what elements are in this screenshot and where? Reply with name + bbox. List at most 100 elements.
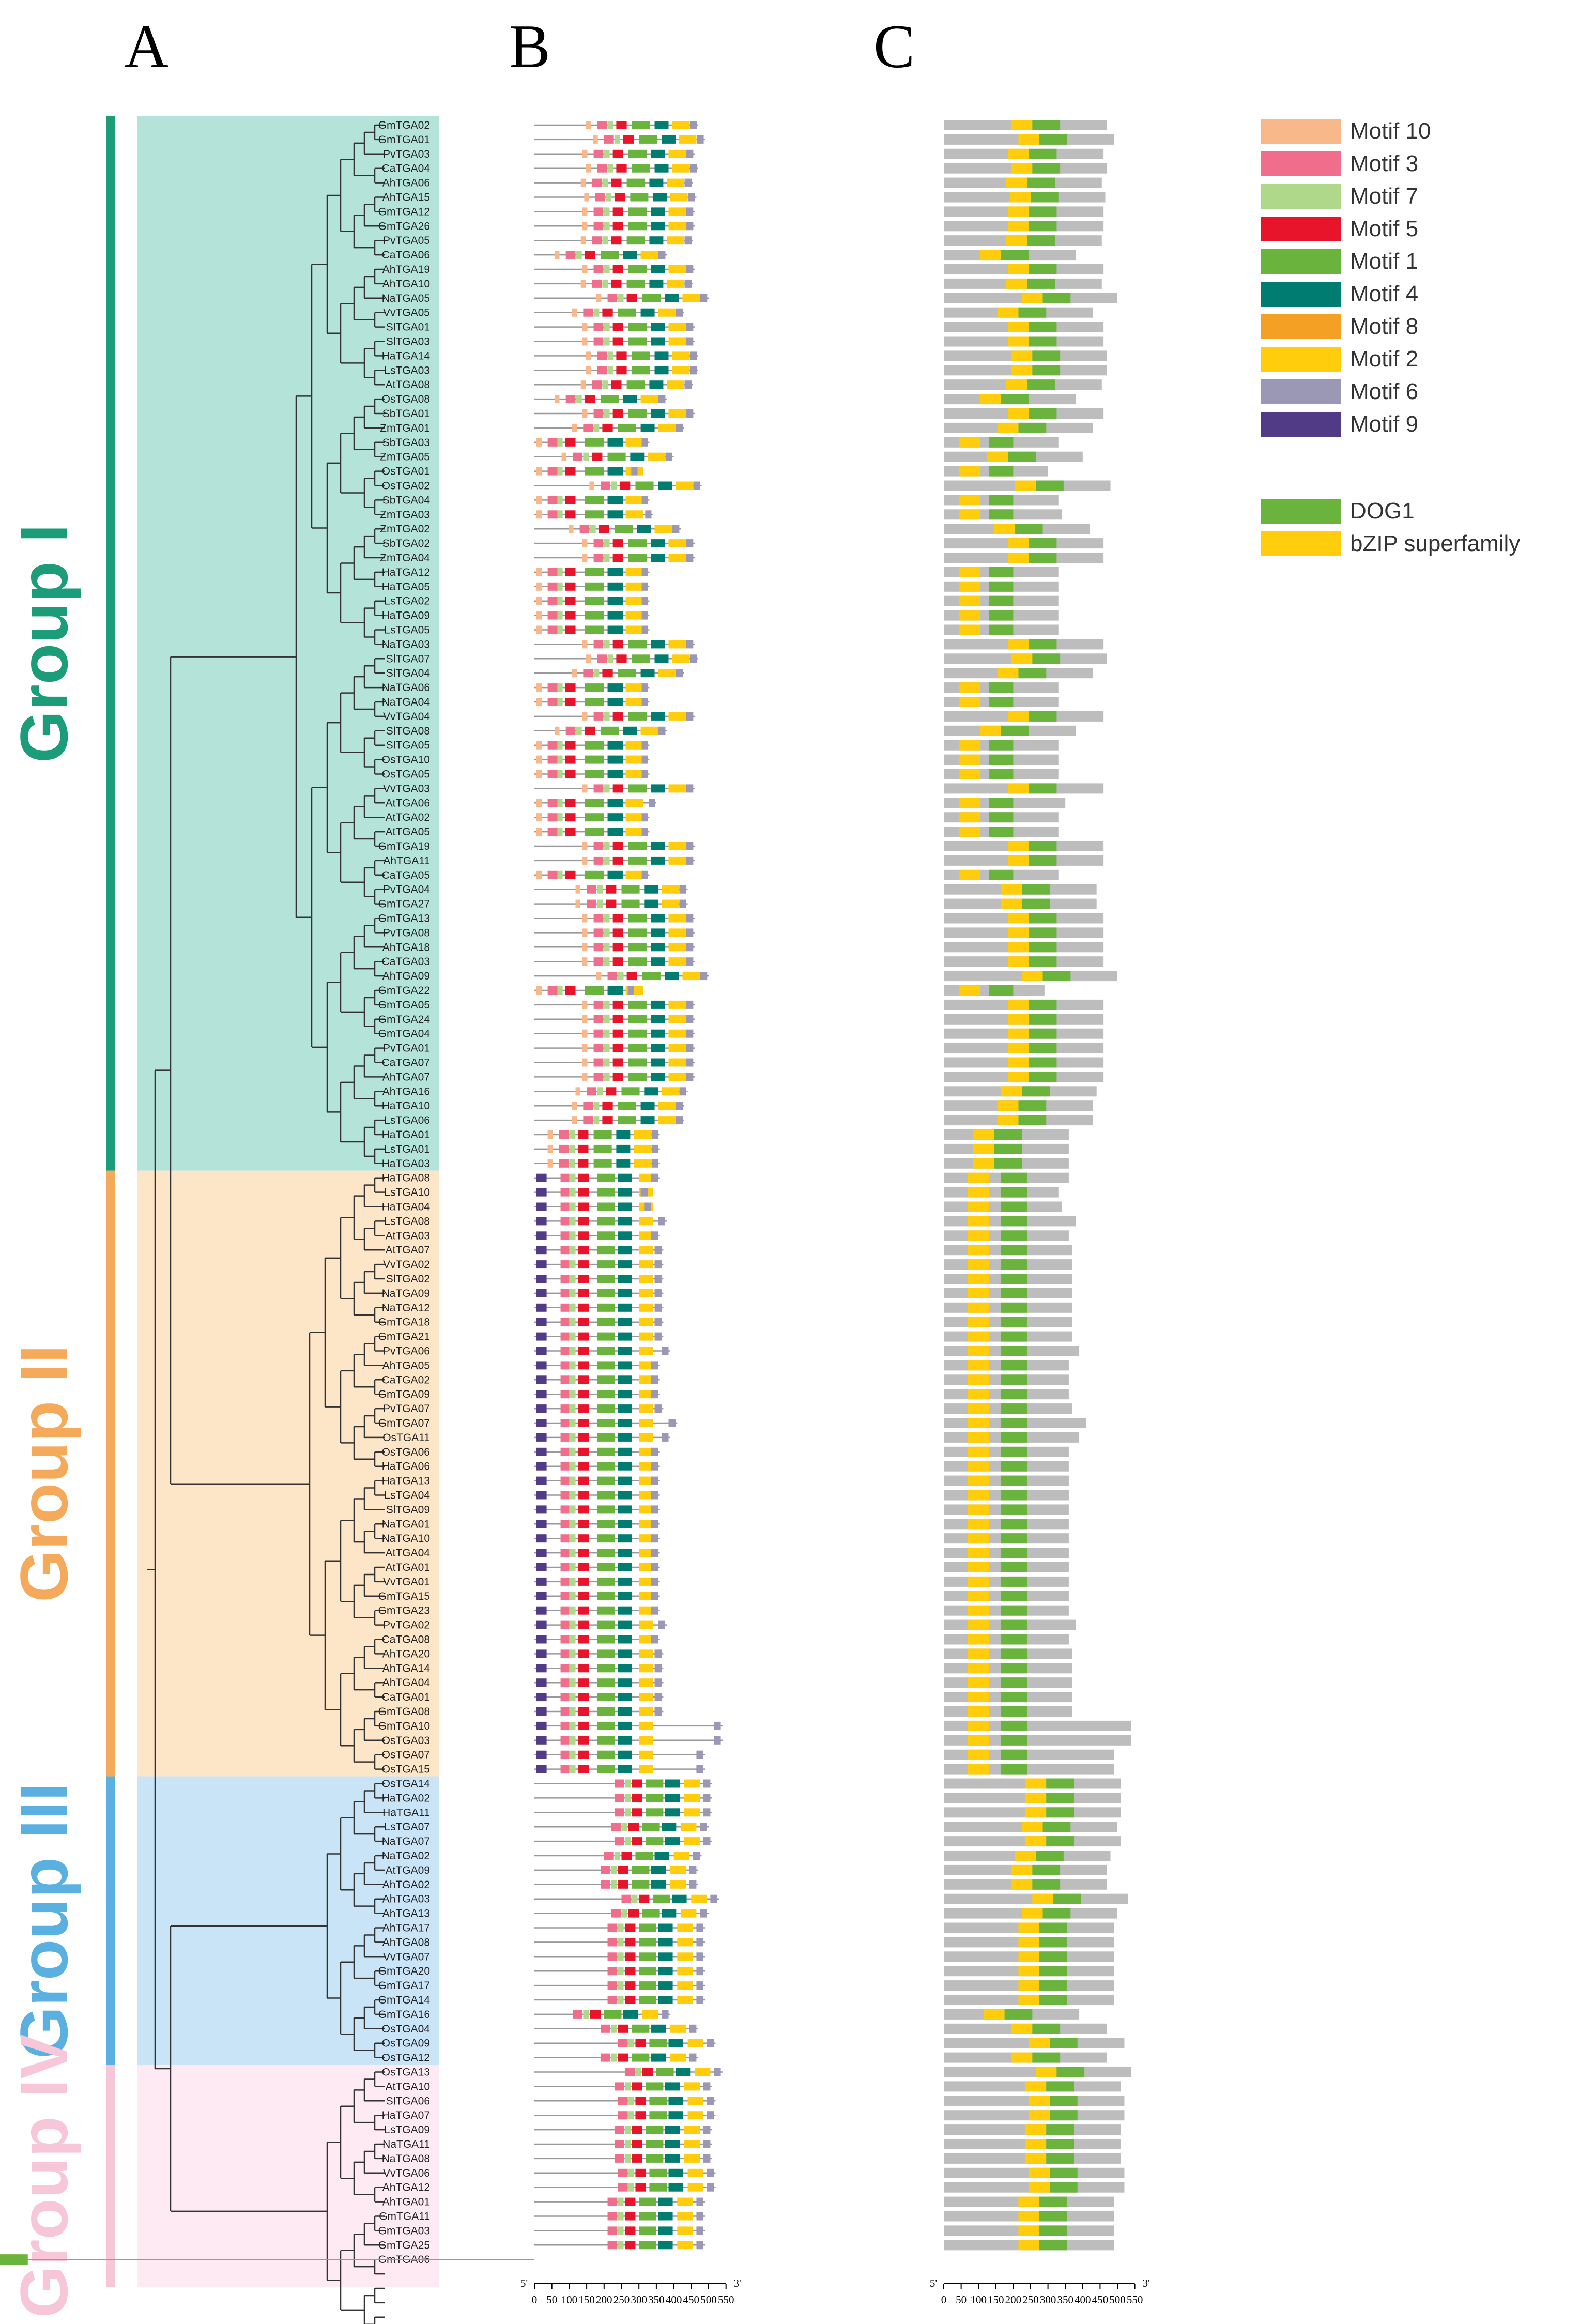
bzip-domain <box>1009 192 1031 203</box>
motif-box <box>536 597 542 605</box>
motif-box <box>628 2097 634 2105</box>
motif-box <box>665 1837 680 1846</box>
motif-box <box>582 784 588 793</box>
motif-box <box>668 2168 683 2177</box>
motif-box <box>618 1404 632 1413</box>
motif-box <box>560 1246 570 1255</box>
motif-box <box>682 972 700 981</box>
motif-box <box>607 366 613 375</box>
bzip-domain <box>968 1216 989 1227</box>
motif-box <box>625 1837 631 1846</box>
motif-box <box>686 842 694 850</box>
motif-box <box>569 1404 576 1413</box>
motif-box <box>604 323 610 331</box>
bzip-domain <box>1029 2182 1050 2193</box>
motif-box <box>536 467 542 476</box>
motif-box <box>560 1433 570 1442</box>
motif-box <box>658 395 666 404</box>
motif-box <box>635 481 654 490</box>
motif-box <box>578 1462 589 1471</box>
motif-box <box>618 294 624 302</box>
motif-box <box>560 1664 570 1673</box>
motif-box <box>555 395 560 404</box>
motif-box <box>611 1909 621 1918</box>
motif-box <box>597 1721 615 1730</box>
motif-box <box>597 1707 615 1716</box>
motif-box <box>618 2183 628 2192</box>
motif-box <box>689 1880 697 1889</box>
bzip-domain <box>968 1461 989 1472</box>
bzip-domain <box>1006 278 1027 289</box>
motif-box <box>604 1058 610 1067</box>
motif-box <box>634 1130 651 1139</box>
motif-box <box>689 351 697 360</box>
motif-box <box>597 351 607 360</box>
motif-box <box>536 1390 547 1399</box>
motif-box <box>597 1678 615 1687</box>
dog1-domain <box>994 1143 1022 1154</box>
motif-box <box>625 2154 631 2163</box>
dog1-domain <box>1001 1389 1027 1400</box>
panel-b-label: B <box>509 12 550 81</box>
motif-box <box>668 222 686 231</box>
gene-label: SlTGA03 <box>386 336 430 348</box>
motif-box <box>628 712 647 721</box>
motif-box <box>569 1736 576 1745</box>
motif-box <box>696 1952 703 1961</box>
motif-box <box>668 539 686 548</box>
bzip-domain <box>1018 1937 1039 1948</box>
motif-box <box>649 2039 667 2047</box>
dog1-domain <box>1032 365 1061 376</box>
motif-box <box>560 1275 570 1283</box>
motif-box <box>612 957 623 966</box>
motif-box <box>586 121 591 129</box>
dog1-domain <box>1001 1346 1027 1356</box>
motif-box <box>625 496 643 504</box>
motif-box <box>628 928 647 937</box>
motif-box <box>582 914 588 923</box>
motif-box <box>618 2212 624 2221</box>
motif-box <box>576 726 582 735</box>
gene-label: OsTGA09 <box>382 2038 430 2050</box>
motif-box <box>560 1592 570 1600</box>
motif-box <box>673 1852 689 1860</box>
motif-box <box>565 582 576 591</box>
motif-box <box>557 870 563 879</box>
motif-box <box>607 597 623 605</box>
bzip-domain <box>1018 2240 1039 2251</box>
motif-box <box>639 2226 656 2235</box>
motif-box <box>656 2068 674 2076</box>
motif-box <box>618 1880 628 1889</box>
motif-box <box>536 813 542 822</box>
gene-label: NaTGA10 <box>382 1533 430 1545</box>
motif-box <box>607 870 623 879</box>
motif-box <box>589 481 594 490</box>
motif-box <box>569 1721 576 1730</box>
motif-box <box>578 1534 589 1543</box>
dog1-domain <box>989 610 1014 621</box>
motif-box <box>618 1390 632 1399</box>
motif-box <box>602 1102 613 1110</box>
motif-box <box>582 712 588 721</box>
motif-box <box>560 1404 570 1413</box>
dog1-domain <box>1001 1663 1027 1674</box>
gene-label: ZmTGA02 <box>380 523 430 535</box>
motif-box <box>672 164 689 173</box>
motif-box <box>662 1087 679 1096</box>
motif-box <box>668 1044 686 1052</box>
motif-box <box>536 438 542 447</box>
motif-box <box>686 539 694 548</box>
motif-box <box>628 554 647 562</box>
motif-box <box>593 928 604 937</box>
motif-box <box>604 928 610 937</box>
motif-box <box>607 2212 618 2221</box>
motif-box <box>536 1202 547 1211</box>
motif-box <box>560 1620 570 1629</box>
motif-box <box>560 1217 570 1226</box>
motif-box <box>626 294 637 302</box>
dog1-domain <box>1001 1331 1027 1342</box>
motif-box <box>618 2197 624 2206</box>
motif-box <box>604 222 610 231</box>
motif-box <box>686 409 694 418</box>
motif-box <box>560 1606 570 1615</box>
